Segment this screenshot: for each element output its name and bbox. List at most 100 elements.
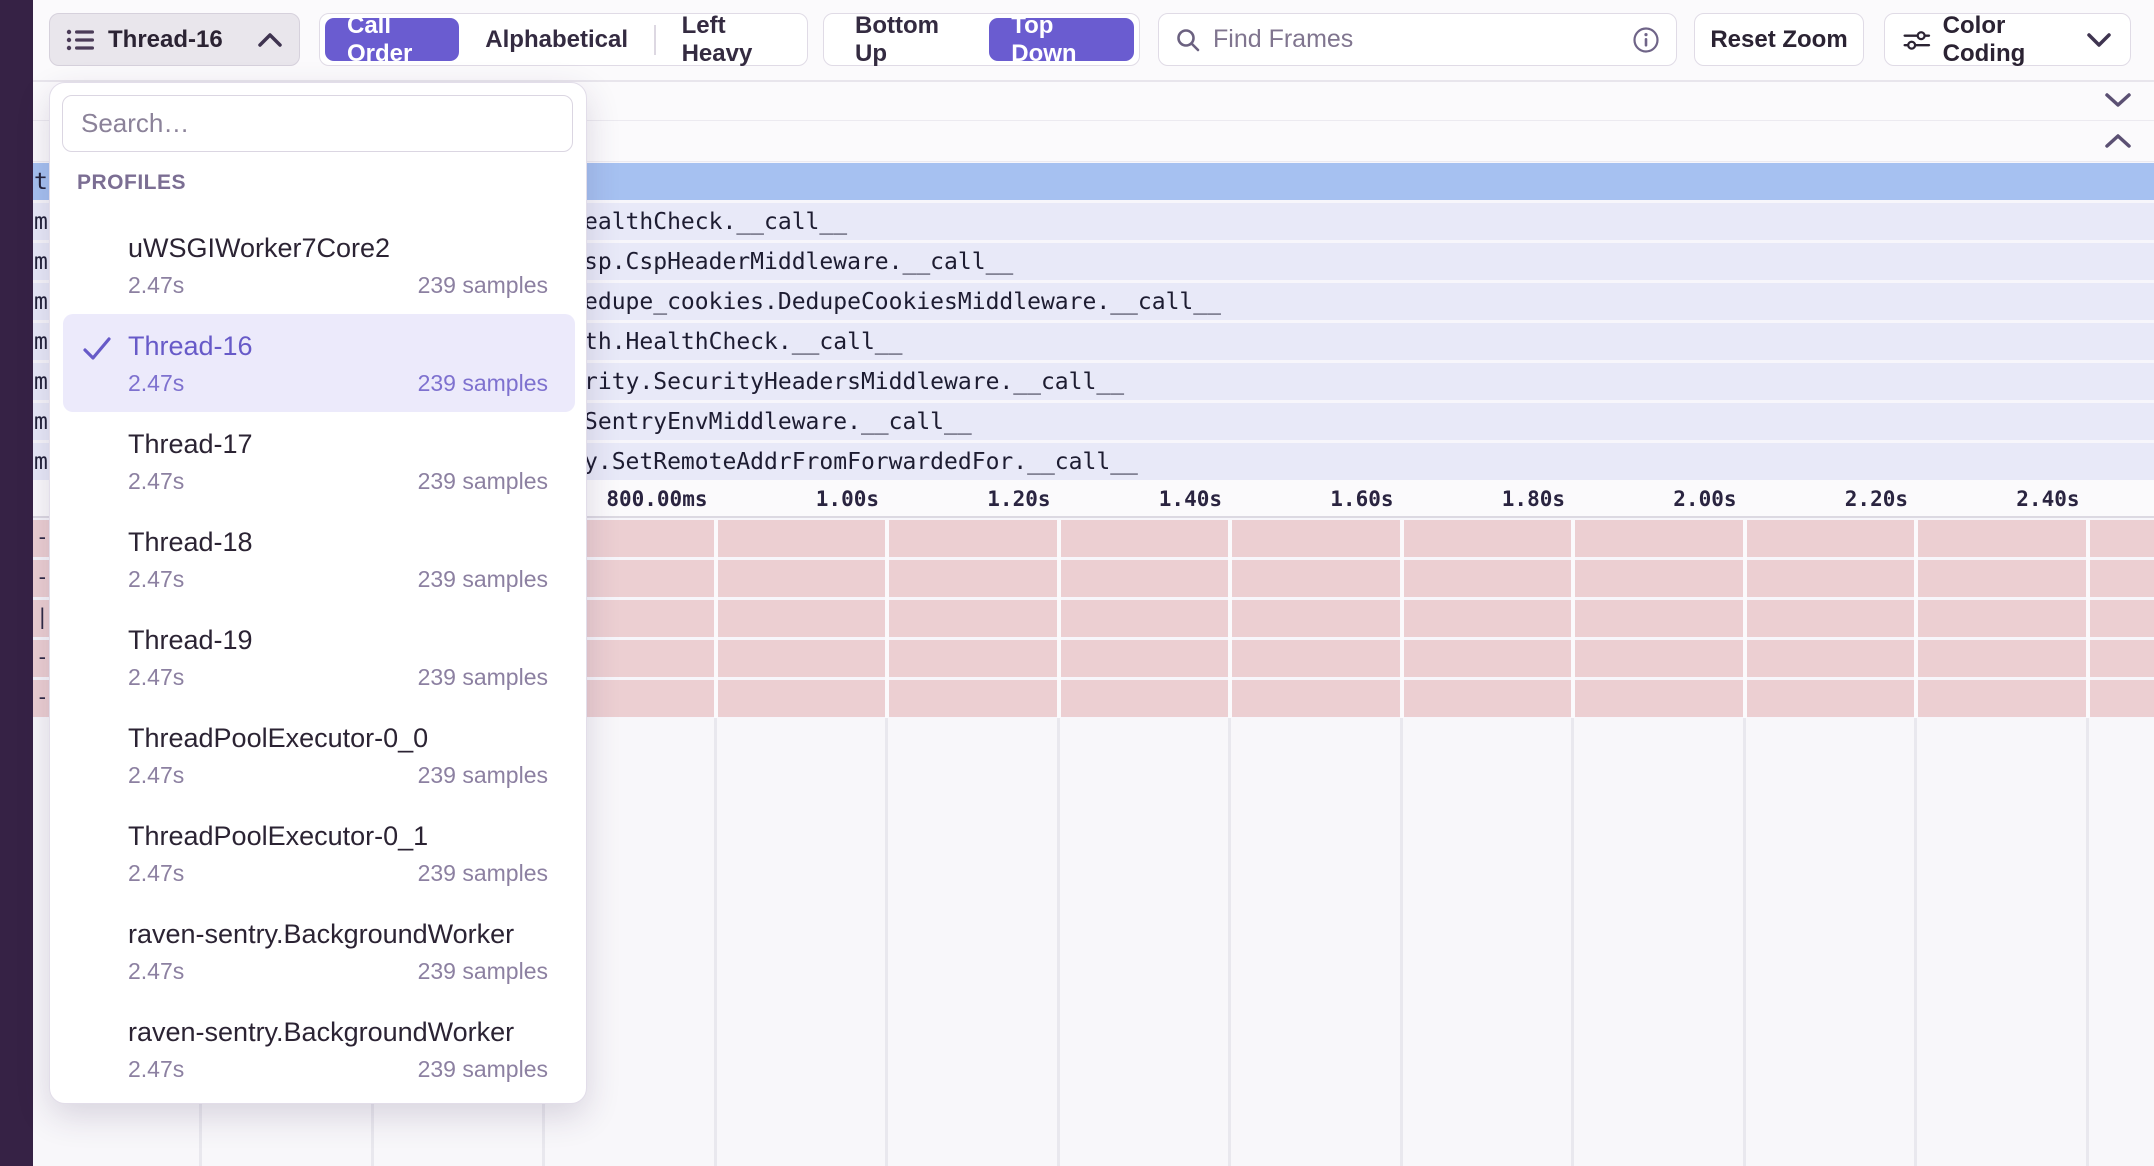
axis-tick-label: 1.00s: [815, 487, 879, 511]
gridline: [1571, 520, 1575, 718]
profile-duration: 2.47s: [128, 860, 185, 886]
find-frames-input[interactable]: Find Frames: [1158, 13, 1677, 66]
axis-tick-label: 1.20s: [987, 487, 1051, 511]
profile-list-item[interactable]: Thread-17 2.47s 239 samples: [63, 412, 575, 510]
gridline: [1399, 718, 1403, 1166]
chevron-down-icon: [2086, 32, 2112, 48]
sort-left-heavy-button[interactable]: Left Heavy: [681, 11, 753, 67]
reset-zoom-button[interactable]: Reset Zoom: [1694, 13, 1864, 66]
profile-samples: 239 samples: [417, 1056, 548, 1082]
left-rail: [0, 0, 33, 1166]
profile-samples: 239 samples: [417, 468, 548, 494]
profile-name: ThreadPoolExecutor-0_1: [128, 821, 429, 851]
profile-duration: 2.47s: [128, 272, 185, 298]
profile-samples: 239 samples: [417, 664, 548, 690]
checkmark-icon: [82, 336, 112, 367]
profiles-section-label: PROFILES: [77, 171, 187, 194]
gridline: [2085, 718, 2089, 1166]
frame-row-label: edupe_cookies.DedupeCookiesMiddleware.__…: [584, 289, 1221, 315]
profile-list-item[interactable]: Thread-19 2.47s 239 samples: [63, 608, 575, 706]
frame-row-edge-text: m: [34, 249, 48, 275]
frame-row-label: sp.CspHeaderMiddleware.__call__: [584, 249, 1014, 275]
gridline: [2085, 520, 2090, 718]
sliders-icon: [1903, 30, 1931, 50]
axis-tick-label: 2.00s: [1673, 487, 1737, 511]
thread-list-icon: [66, 29, 94, 50]
minimap-row-edge-text: |: [36, 605, 49, 629]
profile-name: ThreadPoolExecutor-0_0: [128, 723, 429, 753]
search-icon: [1177, 28, 1200, 51]
profile-name: Thread-19: [128, 625, 253, 655]
frame-row-edge-text: m: [34, 289, 48, 315]
minimap-row-edge-text: -: [36, 685, 49, 709]
frame-row-label: y.SetRemoteAddrFromForwardedFor.__call__: [584, 449, 1138, 475]
profile-name: uWSGIWorker7Core2: [128, 233, 391, 263]
minimap-row-edge-text: -: [36, 565, 49, 589]
dropdown-search-input[interactable]: Search…: [62, 95, 573, 152]
gridline: [1914, 520, 1918, 718]
profile-list-item[interactable]: uWSGIWorker7Core2 2.47s 239 samples: [63, 216, 575, 314]
axis-tick-label: 2.40s: [2016, 487, 2080, 511]
gridline: [885, 520, 889, 718]
axis-tick-label: 800.00ms: [606, 487, 708, 511]
frame-row-edge-text: m: [34, 209, 48, 235]
axis-tick-label: 1.60s: [1330, 487, 1394, 511]
frame-row-label: ealthCheck.__call__: [584, 209, 848, 235]
direction-bottom-up-button[interactable]: Bottom Up: [855, 11, 939, 67]
direction-top-down-button[interactable]: Top Down: [989, 12, 1134, 67]
frame-row-edge-text: m: [34, 449, 48, 475]
info-icon[interactable]: [1632, 26, 1660, 54]
gridline: [885, 718, 888, 1166]
profile-duration: 2.47s: [128, 468, 185, 494]
chevron-down-icon[interactable]: [2104, 91, 2132, 109]
gridline: [1399, 520, 1404, 718]
segment-divider: [654, 24, 656, 55]
reset-zoom-label: Reset Zoom: [1710, 25, 1848, 53]
chevron-up-icon[interactable]: [2104, 132, 2132, 150]
profile-duration: 2.47s: [128, 762, 185, 788]
frame-row-label: th.HealthCheck.__call__: [584, 329, 903, 355]
gridline: [1742, 520, 1747, 718]
profile-name: raven-sentry.BackgroundWorker: [128, 1017, 515, 1047]
find-frames-placeholder: Find Frames: [1213, 25, 1354, 53]
profile-duration: 2.47s: [128, 370, 185, 396]
profile-samples: 239 samples: [417, 762, 548, 788]
axis-tick-label: 1.80s: [1501, 487, 1565, 511]
profile-samples: 239 samples: [417, 272, 548, 298]
thread-dropdown-panel: Search… PROFILES uWSGIWorker7Core2 2.47s 2…: [49, 82, 587, 1104]
profile-list-item[interactable]: Thread-18 2.47s 239 samples: [63, 510, 575, 608]
axis-tick-label: 1.40s: [1158, 487, 1222, 511]
gridline: [1228, 520, 1232, 718]
profile-list-item[interactable]: ThreadPoolExecutor-0_1 2.47s 239 samples: [63, 804, 575, 902]
dropdown-search-placeholder: Search…: [81, 108, 190, 138]
gridline: [1914, 718, 1917, 1166]
profile-list-item[interactable]: raven-sentry.BackgroundWorker 2.47s 239 sa…: [63, 902, 575, 1000]
gridline: [1056, 520, 1061, 718]
color-coding-button[interactable]: Color Coding: [1884, 12, 2131, 67]
profile-name: Thread-18: [128, 527, 253, 557]
chevron-up-icon: [257, 32, 283, 48]
toolbar: Thread-16 Call Order Alphabetical Left H…: [33, 0, 2154, 82]
frame-row-edge-text: t: [34, 169, 48, 195]
minimap-row-edge-text: -: [36, 645, 49, 669]
profile-samples: 239 samples: [417, 566, 548, 592]
profile-duration: 2.47s: [128, 664, 185, 690]
profile-list-item[interactable]: Thread-16 2.47s 239 samples: [63, 314, 575, 412]
profile-samples: 239 samples: [417, 370, 548, 396]
thread-selector-button[interactable]: Thread-16: [49, 13, 300, 66]
direction-segmented-control: Bottom Up Top Down: [823, 11, 1140, 67]
frame-row-edge-text: m: [34, 369, 48, 395]
profile-list-item[interactable]: ThreadPoolExecutor-0_0 2.47s 239 samples: [63, 706, 575, 804]
sort-alphabetical-button[interactable]: Alphabetical: [485, 25, 628, 53]
minimap-row-edge-text: -: [36, 525, 49, 549]
profile-name: Thread-17: [128, 429, 253, 459]
gridline: [713, 718, 717, 1166]
profile-samples: 239 samples: [417, 958, 548, 984]
sort-call-order-button[interactable]: Call Order: [325, 12, 460, 67]
profile-list-item[interactable]: raven-sentry.BackgroundWorker 2.47s 239 sa…: [63, 1000, 575, 1098]
gridline: [1742, 718, 1746, 1166]
frame-row-edge-text: m: [34, 409, 48, 435]
frame-row-label: SentryEnvMiddleware.__call__: [584, 409, 972, 435]
profile-duration: 2.47s: [128, 566, 185, 592]
